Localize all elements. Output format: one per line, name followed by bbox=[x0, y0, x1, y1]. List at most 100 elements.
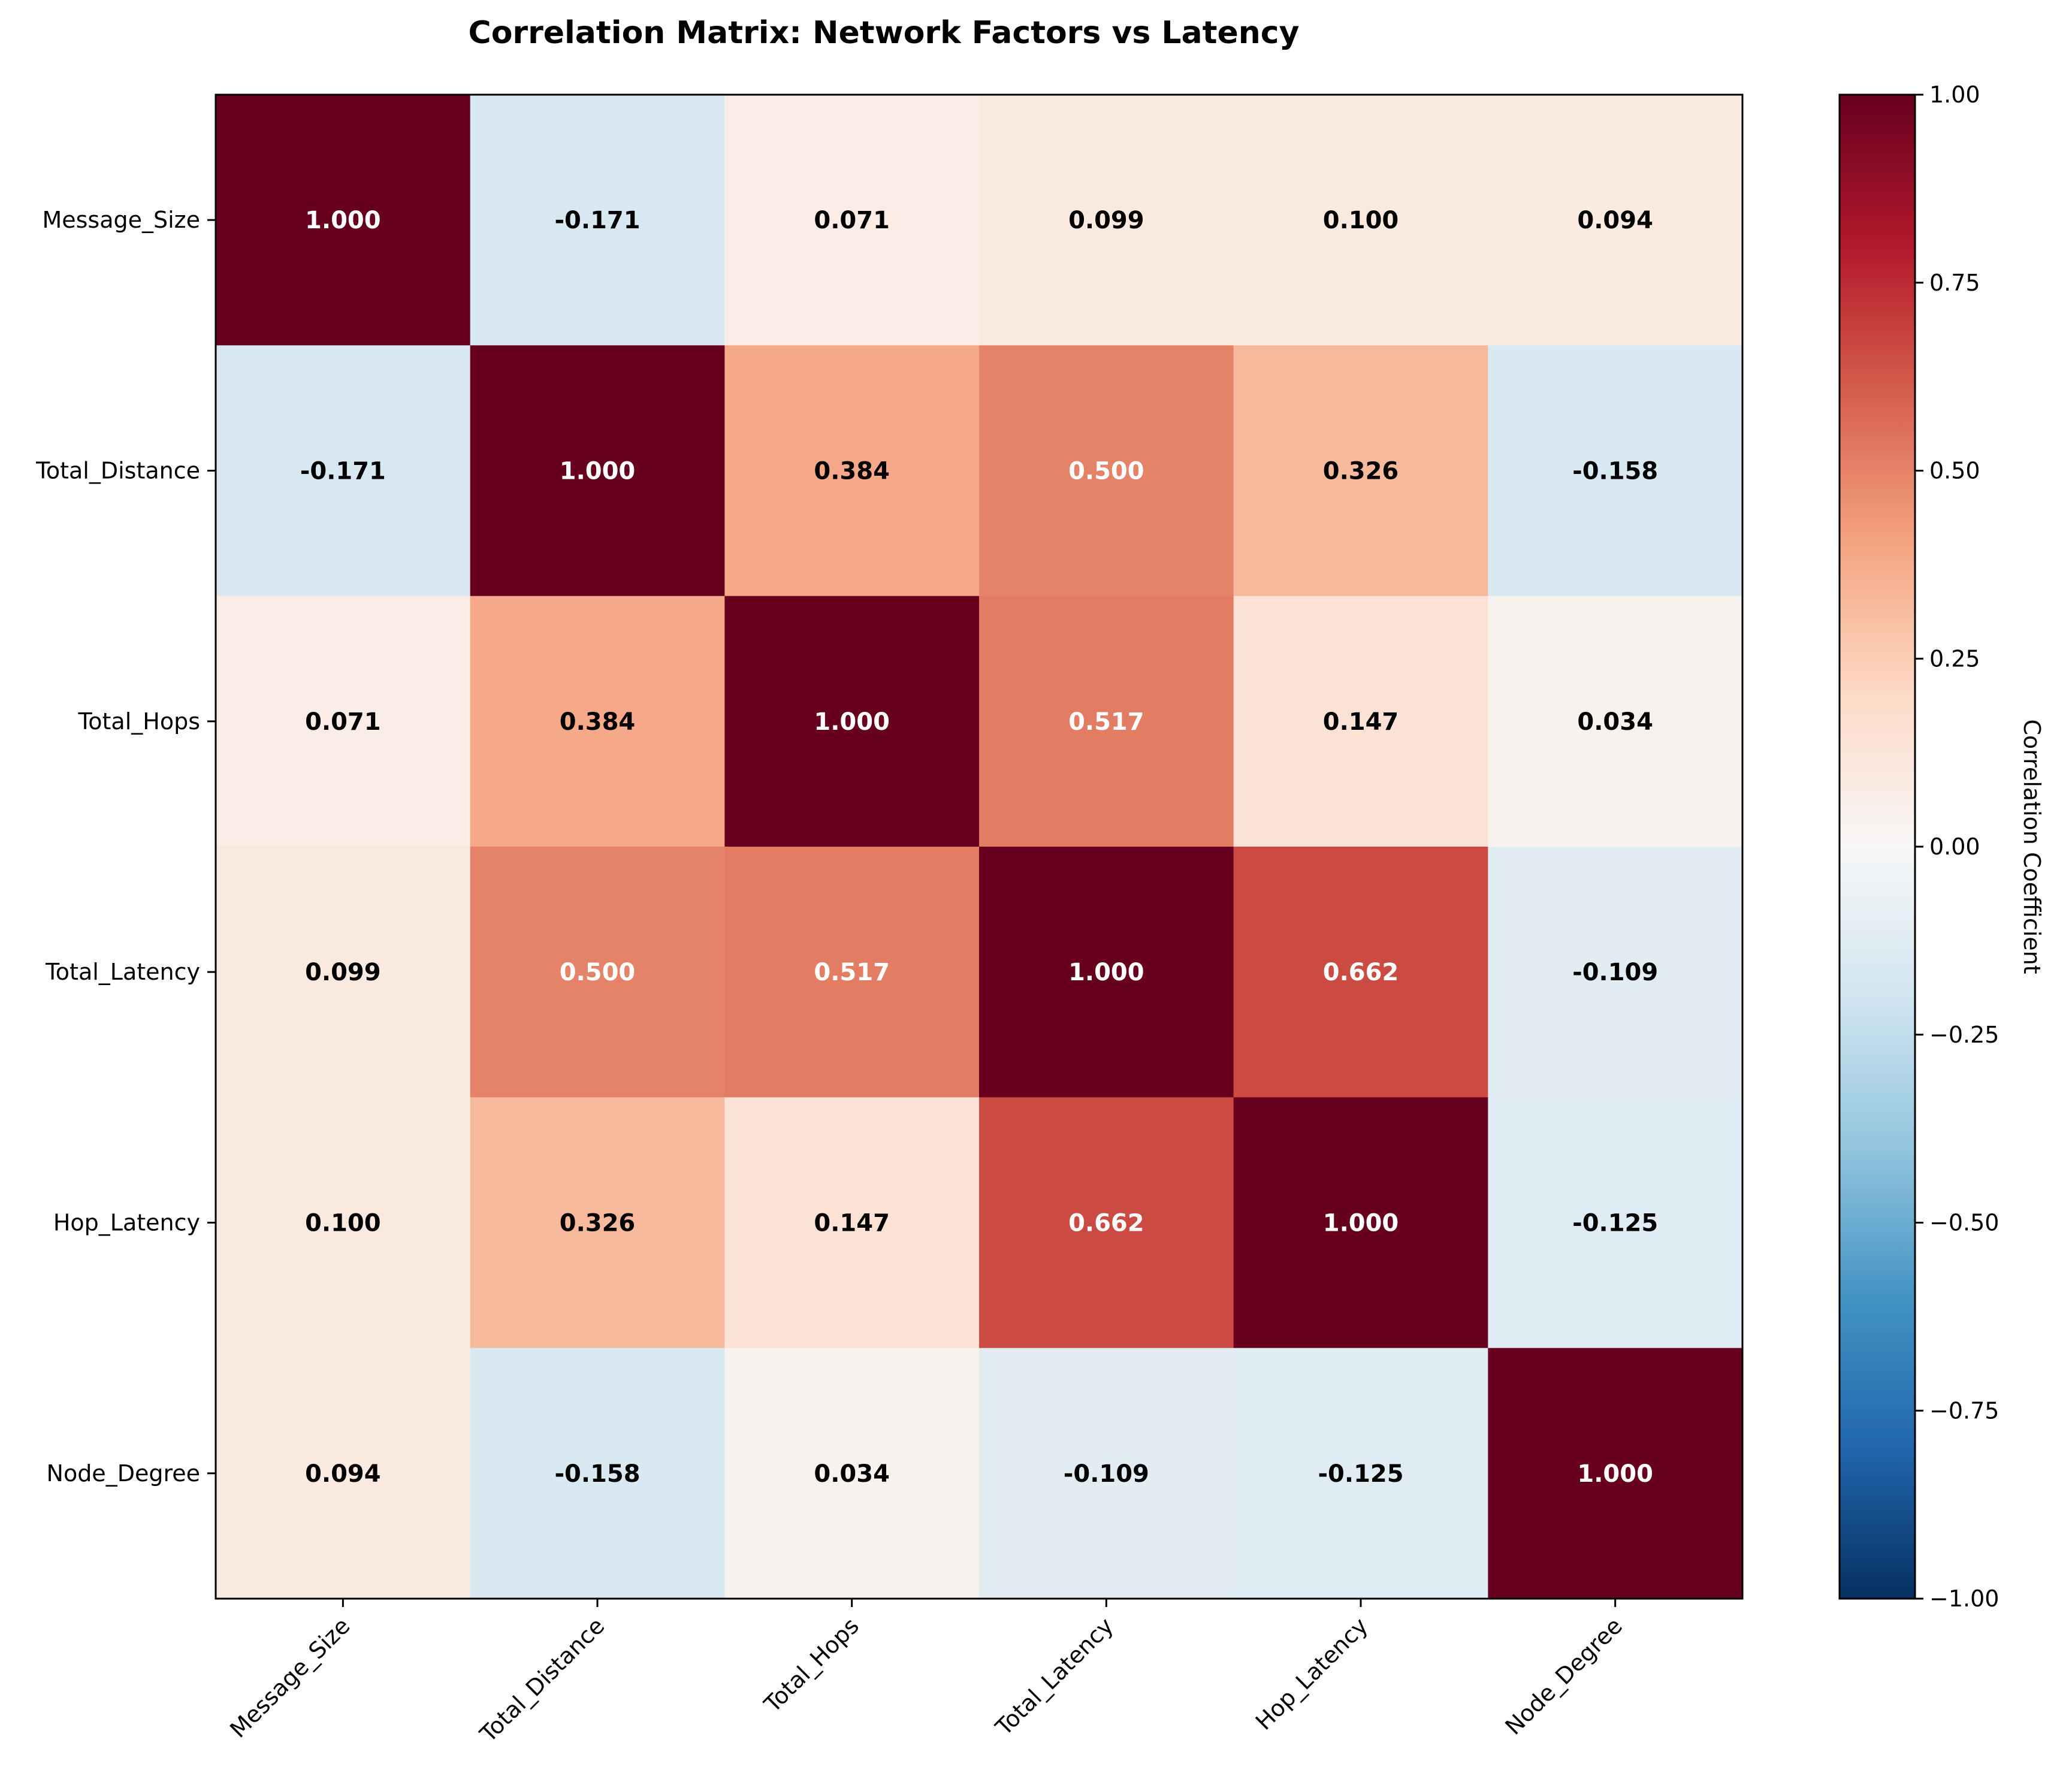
colorbar-tick-label: 0.50 bbox=[1929, 458, 1980, 484]
heatmap-cell bbox=[1488, 345, 1743, 597]
x-tick-label: Hop_Latency bbox=[1251, 1612, 1373, 1735]
heatmap-cell bbox=[979, 847, 1234, 1098]
cell-value-label: 0.662 bbox=[1323, 959, 1399, 986]
x-tick-label: Total_Latency bbox=[990, 1612, 1118, 1741]
heatmap-cell bbox=[724, 596, 980, 847]
heatmap-cell bbox=[216, 1097, 471, 1349]
colorbar-tick-label: −0.25 bbox=[1929, 1022, 1999, 1048]
colorbar-gradient bbox=[1840, 95, 1915, 1599]
cell-value-label: 1.000 bbox=[1323, 1210, 1399, 1237]
cell-value-label: 0.094 bbox=[305, 1460, 381, 1488]
heatmap-cell bbox=[979, 596, 1234, 847]
colorbar: 1.00 0.75 0.50 0.25 0.00 −0.25 −0.50 −0.75 −1.00… bbox=[1838, 81, 2045, 1612]
heatmap-cell bbox=[724, 847, 980, 1098]
cell-value-label: 0.326 bbox=[560, 1210, 636, 1237]
x-tick-label: Total_Hops bbox=[759, 1612, 864, 1718]
colorbar-tick-label: 1.00 bbox=[1929, 81, 1980, 108]
heatmap-cell bbox=[1233, 1348, 1488, 1599]
cell-value-label: -0.158 bbox=[1572, 458, 1658, 485]
cell-value-label: -0.125 bbox=[1572, 1210, 1658, 1237]
cell-value-label: 0.100 bbox=[305, 1210, 381, 1237]
cell-value-label: 0.500 bbox=[1068, 458, 1144, 485]
heatmap-cell bbox=[979, 1097, 1234, 1349]
cell-value-label: 0.326 bbox=[1323, 458, 1399, 485]
heatmap-cell bbox=[1488, 1097, 1743, 1349]
x-tick-label: Node_Degree bbox=[1500, 1612, 1627, 1739]
cell-value-label: 0.500 bbox=[560, 959, 636, 986]
heatmap-cell bbox=[216, 596, 471, 847]
heatmap-cell bbox=[216, 345, 471, 597]
cell-value-label: 0.147 bbox=[814, 1210, 890, 1237]
cell-value-label: 1.000 bbox=[305, 207, 381, 234]
heatmap-cell bbox=[1488, 596, 1743, 847]
heatmap-cell bbox=[1233, 596, 1488, 847]
colorbar-tick-label: −1.00 bbox=[1929, 1585, 1999, 1612]
heatmap-cell bbox=[979, 95, 1234, 346]
y-tick-label: Node_Degree bbox=[47, 1460, 200, 1487]
cell-value-label: -0.109 bbox=[1064, 1460, 1149, 1488]
x-axis: Message_Size Total_Distance Total_Hops Tota… bbox=[225, 1599, 1627, 1748]
heatmap-cell bbox=[1488, 847, 1743, 1098]
cell-value-label: 1.000 bbox=[814, 708, 890, 736]
cell-value-label: 1.000 bbox=[560, 458, 636, 485]
y-tick-label: Total_Latency bbox=[45, 959, 200, 985]
cell-value-label: 1.000 bbox=[1068, 959, 1144, 986]
heatmap-cell bbox=[724, 345, 980, 597]
heatmap-cell bbox=[1233, 95, 1488, 346]
heatmap-cell bbox=[216, 1348, 471, 1599]
heatmap-cell bbox=[470, 95, 725, 346]
heatmap-cell bbox=[470, 345, 725, 597]
heatmap-cell bbox=[216, 95, 471, 346]
heatmap-cell bbox=[470, 847, 725, 1098]
colorbar-tick-label: 0.75 bbox=[1929, 270, 1980, 296]
cell-value-label: 0.071 bbox=[814, 207, 890, 234]
cell-value-label: 0.071 bbox=[305, 708, 381, 736]
cell-value-label: 0.099 bbox=[1068, 207, 1144, 234]
y-tick-label: Total_Hops bbox=[78, 708, 201, 735]
colorbar-ticks: 1.00 0.75 0.50 0.25 0.00 −0.25 −0.50 −0.75 −1.00 bbox=[1915, 81, 1999, 1612]
heatmap-cell bbox=[1488, 1348, 1743, 1599]
cell-value-label: 1.000 bbox=[1577, 1460, 1653, 1488]
cell-value-label: 0.099 bbox=[305, 959, 381, 986]
cell-value-label: -0.125 bbox=[1318, 1460, 1403, 1488]
heatmap-cell bbox=[1233, 1097, 1488, 1349]
colorbar-tick-label: −0.50 bbox=[1929, 1210, 1999, 1236]
colorbar-tick-label: 0.25 bbox=[1929, 645, 1980, 672]
heatmap-cells bbox=[216, 95, 1743, 1599]
heatmap-cell bbox=[470, 1348, 725, 1599]
heatmap-cell bbox=[1233, 847, 1488, 1098]
cell-value-label: -0.158 bbox=[554, 1460, 640, 1488]
y-tick-label: Message_Size bbox=[42, 207, 200, 233]
cell-value-label: 0.100 bbox=[1323, 207, 1399, 234]
y-tick-label: Total_Distance bbox=[35, 458, 200, 484]
cell-value-label: -0.171 bbox=[554, 207, 640, 234]
x-tick-label: Message_Size bbox=[225, 1612, 355, 1742]
cell-value-label: 0.517 bbox=[814, 959, 890, 986]
cell-value-label: 0.384 bbox=[814, 458, 890, 485]
heatmap-cell bbox=[470, 596, 725, 847]
y-axis: Message_Size Total_Distance Total_Hops Tota… bbox=[35, 207, 216, 1487]
cell-value-label: 0.034 bbox=[1577, 708, 1653, 736]
colorbar-label: Correlation Coefficient bbox=[2019, 719, 2045, 974]
cell-value-label: 0.147 bbox=[1323, 708, 1399, 736]
heatmap-cell bbox=[724, 95, 980, 346]
cell-value-label: -0.171 bbox=[300, 458, 386, 485]
heatmap-cell bbox=[470, 1097, 725, 1349]
colorbar-tick-label: −0.75 bbox=[1929, 1397, 1999, 1424]
heatmap-cell bbox=[724, 1097, 980, 1349]
cell-value-label: -0.109 bbox=[1572, 959, 1658, 986]
cell-value-label: 0.384 bbox=[560, 708, 636, 736]
y-tick-label: Hop_Latency bbox=[53, 1210, 200, 1236]
cell-value-label: 0.517 bbox=[1068, 708, 1144, 736]
heatmap-cell bbox=[724, 1348, 980, 1599]
cell-value-label: 0.662 bbox=[1068, 1210, 1144, 1237]
heatmap-cell bbox=[1233, 345, 1488, 597]
plot-frame bbox=[215, 93, 1744, 1600]
x-tick-label: Total_Distance bbox=[475, 1612, 610, 1748]
cell-value-label: 0.094 bbox=[1577, 207, 1653, 234]
heatmap-cell bbox=[979, 1348, 1234, 1599]
heatmap-cell bbox=[979, 345, 1234, 597]
chart-title: Correlation Matrix: Network Factors vs L… bbox=[469, 15, 1300, 51]
colorbar-tick-label: 0.00 bbox=[1929, 833, 1980, 860]
